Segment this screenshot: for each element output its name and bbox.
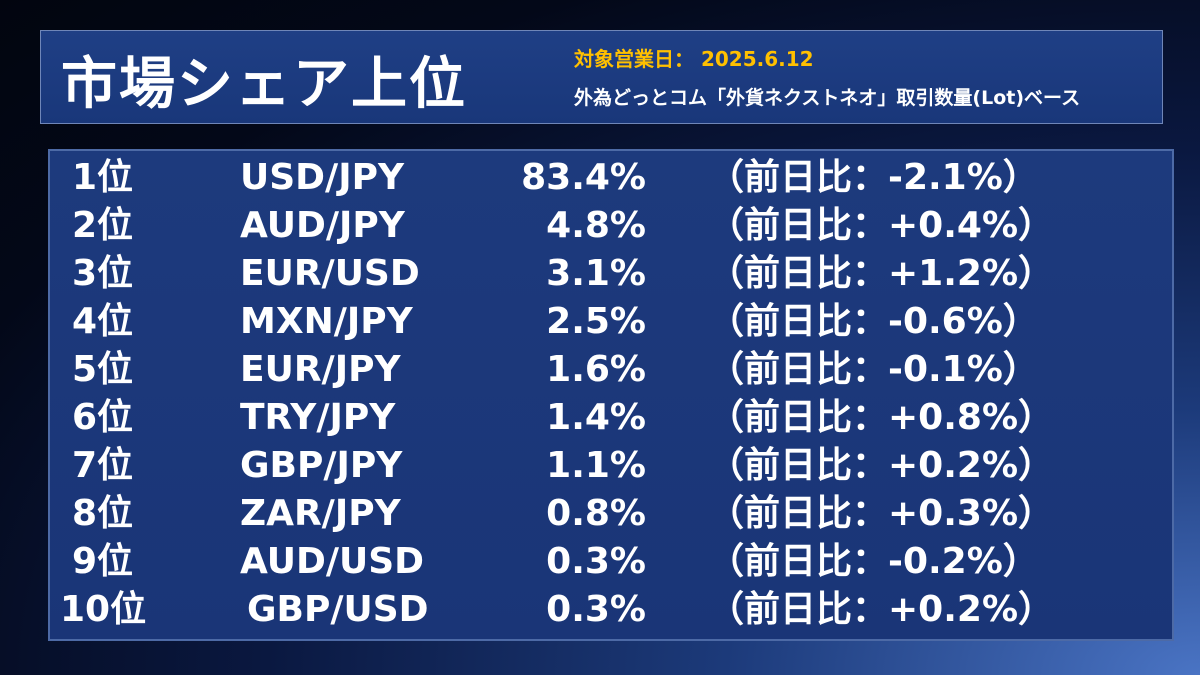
- change-cell: （前日比：+1.2%）: [708, 253, 1055, 294]
- pair-cell: GBP/JPY: [240, 445, 403, 486]
- pair-cell: AUD/USD: [240, 541, 425, 582]
- change-cell: （前日比：+0.3%）: [708, 493, 1055, 534]
- ranking-table: 1位 USD/JPY 83.4% （前日比：-2.1%） 2位 AUD/JPY …: [48, 149, 1174, 641]
- share-cell: 0.8%: [546, 493, 646, 534]
- rank-cell: 2位: [72, 205, 134, 246]
- table-row: 9位 AUD/USD 0.3% （前日比：-0.2%）: [50, 538, 1172, 586]
- share-cell: 1.1%: [546, 445, 646, 486]
- share-cell: 1.4%: [546, 397, 646, 438]
- rank-cell: 10位: [60, 589, 147, 630]
- share-cell: 0.3%: [546, 589, 646, 630]
- change-cell: （前日比：+0.8%）: [708, 397, 1055, 438]
- rank-cell: 7位: [72, 445, 134, 486]
- business-date-value: 2025.6.12: [700, 47, 814, 71]
- change-cell: （前日比：-0.6%）: [708, 301, 1039, 342]
- table-row: 1位 USD/JPY 83.4% （前日比：-2.1%）: [50, 154, 1172, 202]
- rank-cell: 4位: [72, 301, 134, 342]
- share-cell: 4.8%: [546, 205, 646, 246]
- pair-cell: ZAR/JPY: [240, 493, 401, 534]
- pair-cell: USD/JPY: [240, 157, 405, 198]
- rank-cell: 9位: [72, 541, 134, 582]
- change-cell: （前日比：-0.2%）: [708, 541, 1039, 582]
- pair-cell: GBP/USD: [247, 589, 429, 630]
- change-cell: （前日比：+0.2%）: [708, 589, 1055, 630]
- table-row: 2位 AUD/JPY 4.8% （前日比：+0.4%）: [50, 202, 1172, 250]
- business-date-line: 対象営業日： 2025.6.12: [574, 43, 814, 72]
- table-row: 4位 MXN/JPY 2.5% （前日比：-0.6%）: [50, 298, 1172, 346]
- share-cell: 83.4%: [521, 157, 646, 198]
- table-row: 10位 GBP/USD 0.3% （前日比：+0.2%）: [50, 586, 1172, 634]
- rank-cell: 6位: [72, 397, 134, 438]
- share-cell: 3.1%: [546, 253, 646, 294]
- table-row: 6位 TRY/JPY 1.4% （前日比：+0.8%）: [50, 394, 1172, 442]
- share-cell: 0.3%: [546, 541, 646, 582]
- pair-cell: EUR/JPY: [240, 349, 401, 390]
- business-date-label: 対象営業日：: [574, 47, 694, 71]
- table-row: 8位 ZAR/JPY 0.8% （前日比：+0.3%）: [50, 490, 1172, 538]
- basis-description: 外為どっとコム「外貨ネクストネオ」取引数量(Lot)ベース: [574, 87, 1081, 109]
- table-row: 3位 EUR/USD 3.1% （前日比：+1.2%）: [50, 250, 1172, 298]
- rank-cell: 8位: [72, 493, 134, 534]
- rank-cell: 5位: [72, 349, 134, 390]
- pair-cell: MXN/JPY: [240, 301, 413, 342]
- change-cell: （前日比：-0.1%）: [708, 349, 1039, 390]
- pair-cell: TRY/JPY: [240, 397, 396, 438]
- share-cell: 1.6%: [546, 349, 646, 390]
- change-cell: （前日比：-2.1%）: [708, 157, 1039, 198]
- rank-cell: 1位: [72, 157, 134, 198]
- change-cell: （前日比：+0.4%）: [708, 205, 1055, 246]
- header-banner: 市場シェア上位 対象営業日： 2025.6.12 外為どっとコム「外貨ネクストネ…: [40, 30, 1163, 124]
- page-title: 市場シェア上位: [61, 52, 467, 117]
- pair-cell: AUD/JPY: [240, 205, 405, 246]
- rank-cell: 3位: [72, 253, 134, 294]
- table-row: 5位 EUR/JPY 1.6% （前日比：-0.1%）: [50, 346, 1172, 394]
- table-row: 7位 GBP/JPY 1.1% （前日比：+0.2%）: [50, 442, 1172, 490]
- change-cell: （前日比：+0.2%）: [708, 445, 1055, 486]
- share-cell: 2.5%: [546, 301, 646, 342]
- pair-cell: EUR/USD: [240, 253, 420, 294]
